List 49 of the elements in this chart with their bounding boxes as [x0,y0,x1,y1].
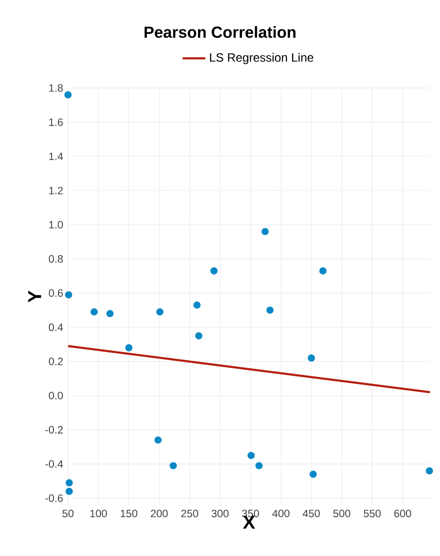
x-tick-label: 500 [333,510,350,518]
x-axis-title: X [242,516,256,529]
y-tick-label: 1.0 [49,220,63,228]
point [106,310,114,318]
point [310,470,317,478]
y-tick-label: -0.4 [45,460,63,468]
point [319,267,327,274]
point [210,267,218,274]
x-tick-label: 600 [394,510,412,518]
x-tick-label: 350 [242,510,260,518]
point [262,228,269,236]
y-tick-label: 0.0 [48,392,63,400]
point [66,488,73,495]
x-tick-label: 400 [272,510,290,518]
y-tick-label: 0.4 [48,323,63,332]
legend-label: LS Regression Line [210,52,314,64]
x-tick-label: 100 [90,510,107,518]
point [255,462,263,470]
point [90,308,98,316]
x-tick-label: 450 [302,510,320,518]
y-axis-title: Y [28,290,42,302]
x-tick-label: 550 [364,510,381,518]
y-tick-label: 1.8 [49,84,63,92]
point [64,91,72,98]
x-tick-label: 150 [120,510,138,518]
point [266,306,274,314]
x-tick-label: 200 [150,510,168,518]
y-tick-label: 1.4 [49,152,63,160]
point [65,291,72,298]
point [248,452,255,460]
point [154,436,162,444]
chart-title: Pearson Correlation [144,26,296,38]
x-tick-label: 50 [62,510,74,518]
point [66,479,73,486]
point [193,301,201,309]
point [170,462,177,470]
point [308,354,315,362]
x-tick-label: 300 [212,510,229,518]
y-tick-label: 0.2 [48,358,63,366]
y-tick-label: -0.2 [45,426,63,434]
y-tick-label: 0.8 [48,255,63,263]
point [156,308,164,316]
y-tick-label: -0.6 [45,494,63,502]
y-tick-label: 0.6 [48,289,63,297]
point [125,344,132,352]
y-tick-label: 1.2 [49,186,63,194]
x-tick-label: 250 [181,510,198,518]
point [195,332,202,340]
y-tick-label: 1.6 [49,118,63,126]
